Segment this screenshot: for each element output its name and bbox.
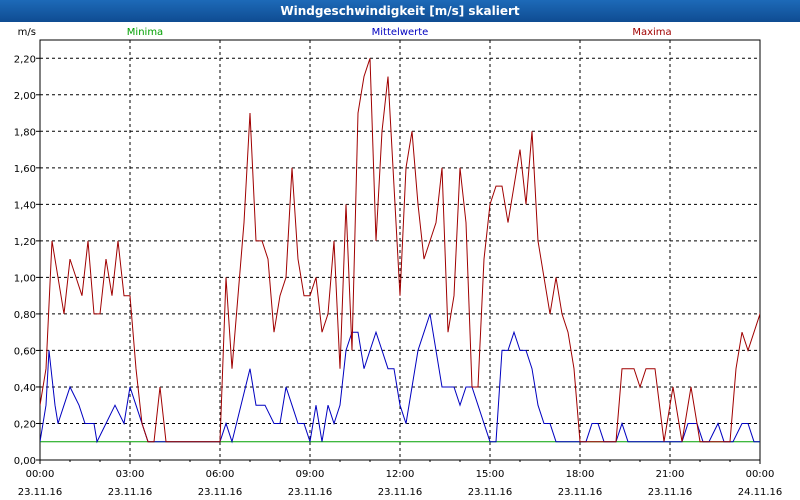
x-tick-label-time: 06:00 [206,469,235,480]
y-tick-label: 2,20 [14,54,36,65]
series-line-maxima [40,58,760,443]
y-tick-label: 0,00 [14,456,36,467]
x-tick-label-time: 21:00 [656,469,685,480]
x-tick-label-time: 03:00 [116,469,145,480]
x-tick-label-date: 23.11.16 [558,487,603,498]
x-tick-label-time: 09:00 [296,469,325,480]
y-tick-label: 1,20 [14,237,36,248]
x-tick-label-date: 23.11.16 [468,487,513,498]
x-tick-label-time: 00:00 [746,469,775,480]
x-tick-label-time: 15:00 [476,469,505,480]
x-tick-label-date: 24.11.16 [738,487,783,498]
x-tick-label-date: 23.11.16 [378,487,423,498]
chart-title: Windgeschwindigkeit [m/s] skaliert [0,0,800,22]
x-tick-label-time: 12:00 [386,469,415,480]
y-tick-label: 0,20 [14,419,36,430]
legend-label-minima: Minima [127,27,163,38]
wind-speed-chart: 0,00 0,20 0,40 0,60 0,80 1,00 1,20 1,40 1,60 1,80… [14,27,783,498]
y-tick-label: 2,00 [14,91,36,102]
x-tick-label-date: 23.11.16 [648,487,693,498]
legend-label-mittelwerte: Mittelwerte [372,27,429,38]
y-tick-label: 1,40 [14,200,36,211]
plot-frame [39,39,761,461]
x-tick-label-date: 23.11.16 [288,487,333,498]
x-tick-label-date: 23.11.16 [108,487,153,498]
y-tick-label: 1,60 [14,164,36,175]
y-tick-label: 0,80 [14,310,36,321]
x-tick-label-time: 00:00 [26,469,55,480]
x-tick-label-date: 23.11.16 [18,487,63,498]
x-tick-label-time: 18:00 [566,469,595,480]
x-tick-label-date: 23.11.16 [198,487,243,498]
y-tick-label: 0,60 [14,346,36,357]
y-tick-label: 1,00 [14,273,36,284]
y-tick-label: 1,80 [14,127,36,138]
legend-label-maxima: Maxima [632,27,671,38]
y-tick-label: 0,40 [14,383,36,394]
y-axis-label: m/s [18,27,36,38]
